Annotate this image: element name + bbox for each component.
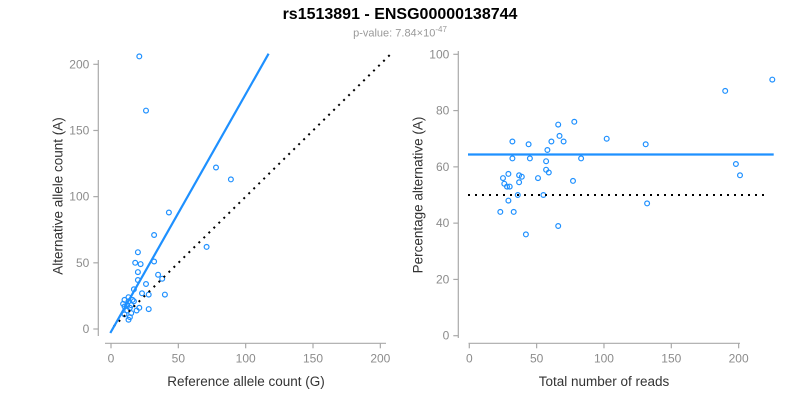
right-plot: 0 50 100 150 200 0 20 40 60 80 100 [429, 47, 776, 365]
x-tick-label: 200 [729, 351, 749, 365]
left-plot: 0 50 100 150 200 0 50 100 150 200 [69, 52, 392, 365]
data-point [722, 87, 729, 94]
data-point [736, 172, 743, 179]
data-point [510, 208, 517, 215]
x-tick-label: 0 [108, 351, 115, 365]
x-tick-label: 150 [303, 351, 323, 365]
data-point [603, 135, 610, 142]
data-point [203, 243, 210, 250]
data-point [571, 118, 578, 125]
data-point [534, 175, 541, 182]
fit-line [109, 53, 270, 334]
plot-title: rs1513891 - ENSG00000138744 [282, 6, 518, 23]
right-plot-x-axis-title: Total number of reads [538, 374, 670, 389]
data-point [544, 147, 551, 154]
y-tick-label: 20 [436, 272, 450, 286]
y-tick-label: 0 [443, 329, 450, 343]
data-point [151, 232, 158, 239]
data-point [155, 271, 162, 278]
data-point [165, 209, 172, 216]
data-point [505, 197, 512, 204]
data-point [522, 231, 529, 238]
data-point [497, 208, 504, 215]
data-point [134, 269, 141, 276]
data-point [644, 200, 651, 207]
data-point [732, 161, 739, 168]
x-tick-label: 0 [466, 351, 473, 365]
left-points [120, 53, 234, 323]
right-plot-y-axis-title: Percentage alternative (A) [410, 116, 426, 274]
data-point [161, 291, 168, 298]
data-point [516, 179, 523, 186]
y-tick-label: 100 [429, 47, 449, 61]
y-tick-label: 80 [436, 104, 450, 118]
data-point [227, 176, 234, 183]
data-point [556, 132, 563, 139]
x-tick-label: 50 [530, 351, 544, 365]
data-point [578, 155, 585, 162]
y-tick-label: 100 [69, 190, 89, 204]
data-point [505, 170, 512, 177]
data-point [526, 155, 533, 162]
data-point [545, 169, 552, 176]
data-point [125, 316, 132, 323]
y-tick-label: 150 [69, 123, 89, 137]
data-point [543, 158, 550, 165]
data-point [134, 249, 141, 256]
y-tick-label: 200 [69, 57, 89, 71]
data-point [548, 138, 555, 145]
data-point [555, 223, 562, 230]
data-point [560, 138, 567, 145]
right-points [497, 76, 776, 238]
x-tick-label: 100 [594, 351, 614, 365]
data-point [213, 164, 220, 171]
data-point [525, 141, 532, 148]
data-point [514, 192, 521, 199]
p-value-exponent: -47 [435, 25, 447, 34]
data-point [555, 121, 562, 128]
y-tick-label: 40 [436, 216, 450, 230]
left-plot-y-axis-title: Alternative allele count (A) [50, 117, 66, 275]
data-point [509, 138, 516, 145]
data-point [133, 307, 140, 314]
data-point [145, 306, 152, 313]
y-tick-label: 0 [83, 322, 90, 336]
data-point [143, 107, 150, 114]
left-plot-x-axis-title: Reference allele count (G) [167, 374, 325, 389]
data-point [506, 183, 513, 190]
x-tick-label: 100 [236, 351, 256, 365]
data-point [145, 291, 152, 298]
data-point [136, 53, 143, 60]
data-point [769, 76, 776, 83]
data-point [642, 141, 649, 148]
data-point [518, 173, 525, 180]
identity-line [112, 52, 392, 328]
data-point [130, 298, 137, 305]
data-point [504, 183, 511, 190]
data-point [159, 275, 166, 282]
data-point [137, 261, 144, 268]
p-value-text: p-value: 7.84×10 [353, 27, 436, 40]
x-tick-label: 200 [370, 351, 390, 365]
data-point [139, 290, 146, 297]
data-point [500, 175, 507, 182]
data-point [509, 155, 516, 162]
x-tick-label: 50 [172, 351, 186, 365]
y-tick-label: 60 [436, 160, 450, 174]
data-point [132, 259, 139, 266]
data-point [569, 177, 576, 184]
p-value-subtitle: p-value: 7.84×10-47 [0, 25, 800, 40]
y-tick-label: 50 [76, 256, 90, 270]
data-point [143, 281, 150, 288]
x-tick-label: 150 [661, 351, 681, 365]
